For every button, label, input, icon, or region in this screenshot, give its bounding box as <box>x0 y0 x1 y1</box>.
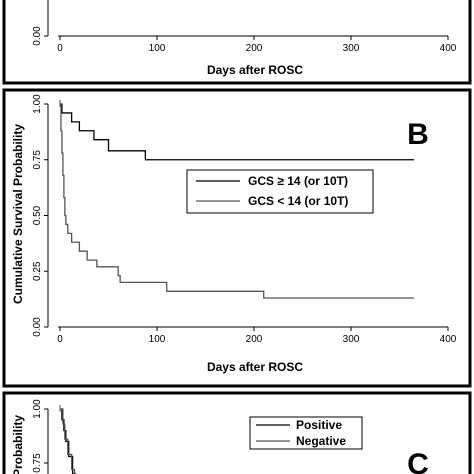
panel-c: 0.75 1.00 Probability C Positive Negative <box>2 391 472 474</box>
panel-c-frame <box>2 391 472 474</box>
x-tick-label: 200 <box>246 334 263 345</box>
panel-b-xlabel: Days after ROSC <box>207 360 303 374</box>
y-tick-label: 0.25 <box>32 261 43 281</box>
panel-b-plot: 0.00 0.25 0.50 0.75 1.00 0 100 200 300 400 <box>32 94 457 345</box>
km-series-1 <box>60 408 76 474</box>
y-tick-label: 1.00 <box>32 399 43 419</box>
panel-a-xlabel: Days after ROSC <box>207 63 303 77</box>
x-tick-label: 0 <box>57 334 63 345</box>
x-tick-label: 400 <box>440 43 457 54</box>
legend-label-positive: Positive <box>296 418 342 432</box>
y-tick-label: 1.00 <box>32 94 43 114</box>
y-tick-label: 0.75 <box>32 453 43 473</box>
panel-b-letter: B <box>407 118 429 151</box>
panel-a-plot: 0.00 0 100 200 300 400 <box>32 0 457 54</box>
x-tick-label: 100 <box>149 334 166 345</box>
panel-a-frame <box>2 0 472 85</box>
panel-b-legend-box <box>186 169 374 214</box>
panel-b-ylabel: Cumulative Survival Probability <box>11 124 25 304</box>
panel-a: 0.00 0 100 200 300 400 Days after ROSC <box>2 0 472 85</box>
panel-c-legend: Positive Negative <box>249 416 363 450</box>
panel-b: 0.00 0.25 0.50 0.75 1.00 0 100 200 300 400 Days a… <box>2 88 472 388</box>
legend-label-gcs-low: GCS < 14 (or 10T) <box>248 194 348 208</box>
x-tick-label: 200 <box>246 43 263 54</box>
panel-c-ylabel-partial: Probability <box>11 415 25 474</box>
km-series-0 <box>60 103 415 161</box>
panel-c-letter: C <box>407 448 429 474</box>
x-tick-label: 100 <box>149 43 166 54</box>
y-tick-label: 0.00 <box>32 26 43 46</box>
x-tick-label: 400 <box>440 334 457 345</box>
y-tick-label: 0.50 <box>32 205 43 225</box>
km-series-1 <box>60 103 415 299</box>
y-tick-label: 0.75 <box>32 150 43 170</box>
panel-c-legend-box <box>249 416 363 450</box>
panel-c-plot: 0.75 1.00 <box>32 399 77 474</box>
legend-label-negative: Negative <box>296 434 346 448</box>
panel-b-legend: GCS ≥ 14 (or 10T) GCS < 14 (or 10T) <box>186 169 374 214</box>
x-tick-label: 0 <box>57 43 63 54</box>
panel-b-frame <box>2 88 472 388</box>
x-tick-label: 300 <box>343 43 360 54</box>
x-tick-label: 300 <box>343 334 360 345</box>
legend-label-gcs-high: GCS ≥ 14 (or 10T) <box>248 174 348 188</box>
y-tick-label: 0.00 <box>32 317 43 337</box>
